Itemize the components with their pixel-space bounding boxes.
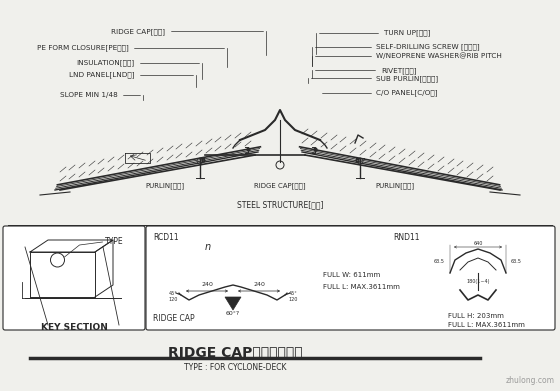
FancyBboxPatch shape — [3, 226, 145, 330]
Text: TYPE : FOR CYCLONE-DECK: TYPE : FOR CYCLONE-DECK — [184, 363, 287, 372]
Text: PURLIN[樁条]: PURLIN[樁条] — [146, 182, 185, 189]
Text: RIDGE CAP[屋脊]: RIDGE CAP[屋脊] — [111, 28, 263, 35]
Text: 63.5: 63.5 — [511, 259, 522, 264]
Text: 60°?: 60°? — [226, 311, 240, 316]
Text: 240: 240 — [201, 282, 213, 287]
Polygon shape — [225, 297, 241, 310]
Text: STEEL STRUCTURE[钉山]: STEEL STRUCTURE[钉山] — [237, 200, 323, 209]
Text: C/O PANEL[C/O板]: C/O PANEL[C/O板] — [322, 90, 438, 97]
Text: FULL L: MAX.3611mm: FULL L: MAX.3611mm — [448, 322, 525, 328]
Text: W/NEOPRENE WASHER@RIB PITCH: W/NEOPRENE WASHER@RIB PITCH — [315, 52, 502, 59]
Text: 63.5: 63.5 — [434, 259, 445, 264]
Text: INSULATION[保温]: INSULATION[保温] — [76, 59, 199, 66]
FancyBboxPatch shape — [146, 226, 555, 330]
Text: RND11: RND11 — [393, 233, 419, 242]
Text: KEY SECTION: KEY SECTION — [40, 323, 108, 332]
Text: n: n — [205, 242, 211, 252]
Text: FULL W: 611mm: FULL W: 611mm — [323, 272, 380, 278]
Text: RIDGE CAP｜屋脊收边｝: RIDGE CAP｜屋脊收边｝ — [168, 345, 302, 359]
Text: RIVET[钓钉]: RIVET[钓钉] — [315, 67, 416, 74]
Text: 240: 240 — [253, 282, 265, 287]
Text: SELF-DRILLING SCREW [自钻钉]: SELF-DRILLING SCREW [自钻钉] — [315, 43, 480, 50]
Text: 45°
120: 45° 120 — [169, 291, 178, 302]
Text: 640: 640 — [473, 241, 483, 246]
Text: SLOPE MIN 1/48: SLOPE MIN 1/48 — [60, 91, 140, 98]
Text: 180(1~4): 180(1~4) — [466, 279, 490, 284]
Text: FULL H: 203mm: FULL H: 203mm — [448, 313, 504, 319]
Text: zhulong.com: zhulong.com — [506, 376, 555, 385]
Text: PURLIN[樁条]: PURLIN[樁条] — [375, 182, 414, 189]
Text: SUB PURLIN[次樁条]: SUB PURLIN[次樁条] — [311, 75, 438, 82]
Text: TURN UP[翻边]: TURN UP[翻边] — [319, 29, 430, 36]
Text: PE FORM CLOSURE[PE闭合]: PE FORM CLOSURE[PE闭合] — [37, 44, 224, 51]
Text: LND PANEL[LND板]: LND PANEL[LND板] — [69, 72, 193, 79]
Text: TYPE: TYPE — [105, 237, 123, 246]
Text: RCD11: RCD11 — [153, 233, 179, 242]
Text: RIDGE CAP: RIDGE CAP — [153, 314, 195, 323]
Text: RIDGE CAP[屋脊]: RIDGE CAP[屋脊] — [254, 182, 306, 189]
Text: FULL L: MAX.3611mm: FULL L: MAX.3611mm — [323, 284, 400, 290]
Text: 45°
120: 45° 120 — [288, 291, 298, 302]
